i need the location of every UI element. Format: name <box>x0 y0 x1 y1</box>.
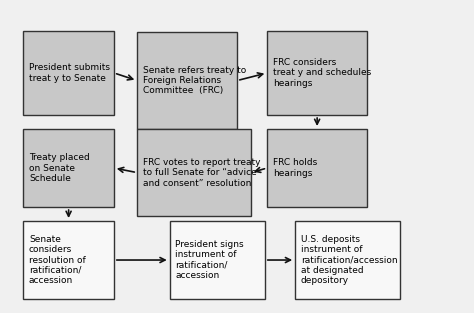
Text: U.S. deposits
instrument of
ratification/accession
at designated
depository: U.S. deposits instrument of ratification… <box>301 235 397 285</box>
FancyBboxPatch shape <box>295 221 400 299</box>
FancyBboxPatch shape <box>137 32 237 129</box>
Text: Senate
considers
resolution of
ratification/
accession: Senate considers resolution of ratificat… <box>29 235 86 285</box>
Text: FRC votes to report treaty
to full Senate for “advice
and consent” resolution: FRC votes to report treaty to full Senat… <box>143 158 260 187</box>
Text: President submits
treat y to Senate: President submits treat y to Senate <box>29 63 110 83</box>
Text: Treaty placed
on Senate
Schedule: Treaty placed on Senate Schedule <box>29 153 90 183</box>
FancyBboxPatch shape <box>23 129 114 207</box>
FancyBboxPatch shape <box>170 221 265 299</box>
FancyBboxPatch shape <box>23 221 114 299</box>
Text: President signs
instrument of
ratification/
accession: President signs instrument of ratificati… <box>175 240 244 280</box>
FancyBboxPatch shape <box>267 31 367 115</box>
FancyBboxPatch shape <box>267 129 367 207</box>
FancyBboxPatch shape <box>137 129 251 216</box>
Text: FRC holds
hearings: FRC holds hearings <box>273 158 317 178</box>
Text: Senate refers treaty to
Foreign Relations
Committee  (FRC): Senate refers treaty to Foreign Relation… <box>143 66 246 95</box>
Text: FRC considers
treat y and schedules
hearings: FRC considers treat y and schedules hear… <box>273 58 371 88</box>
FancyBboxPatch shape <box>23 31 114 115</box>
